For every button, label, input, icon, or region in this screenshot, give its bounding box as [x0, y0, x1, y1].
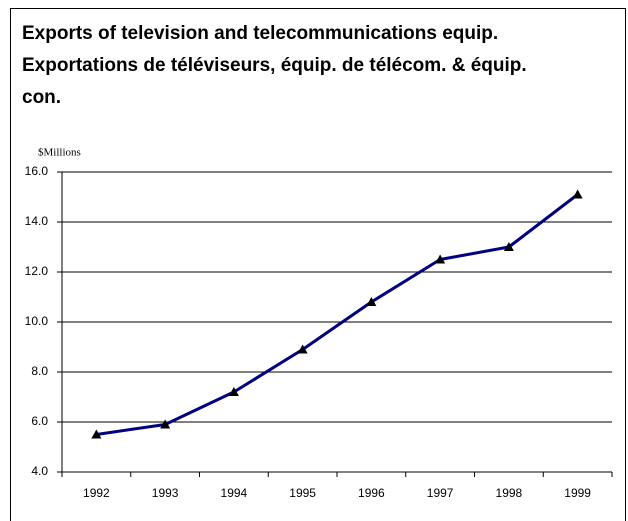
marker: [435, 254, 446, 264]
y-tick-label: 10.0: [25, 314, 49, 328]
x-tick-label: 1993: [152, 486, 179, 500]
x-tick-label: 1996: [358, 486, 385, 500]
x-tick-label: 1998: [496, 486, 523, 500]
x-tick-label: 1992: [83, 486, 110, 500]
y-tick-label: 16.0: [25, 164, 49, 178]
frame: [10, 8, 626, 521]
y-tick-label: 8.0: [31, 364, 48, 378]
y-tick-label: 4.0: [31, 464, 48, 478]
y-tick-label: 14.0: [25, 214, 49, 228]
marker: [572, 189, 583, 199]
y-tick-label: 12.0: [25, 264, 49, 278]
chart-title: Exports of television and telecommunicat…: [22, 23, 499, 44]
x-tick-label: 1997: [427, 486, 454, 500]
marker: [503, 242, 514, 251]
marker: [297, 344, 308, 354]
y-tick-label: 6.0: [31, 414, 48, 428]
marker: [366, 297, 377, 306]
marker: [91, 429, 102, 439]
marker: [228, 387, 239, 396]
chart-subtitle: Exportations de téléviseurs, équip. de t…: [22, 55, 527, 108]
x-tick-label: 1995: [289, 486, 316, 500]
x-tick-label: 1999: [564, 486, 591, 500]
y-axis-label: $Millions: [38, 147, 81, 159]
marker: [160, 419, 171, 429]
x-tick-label: 1994: [221, 486, 248, 500]
line: [96, 193, 579, 436]
